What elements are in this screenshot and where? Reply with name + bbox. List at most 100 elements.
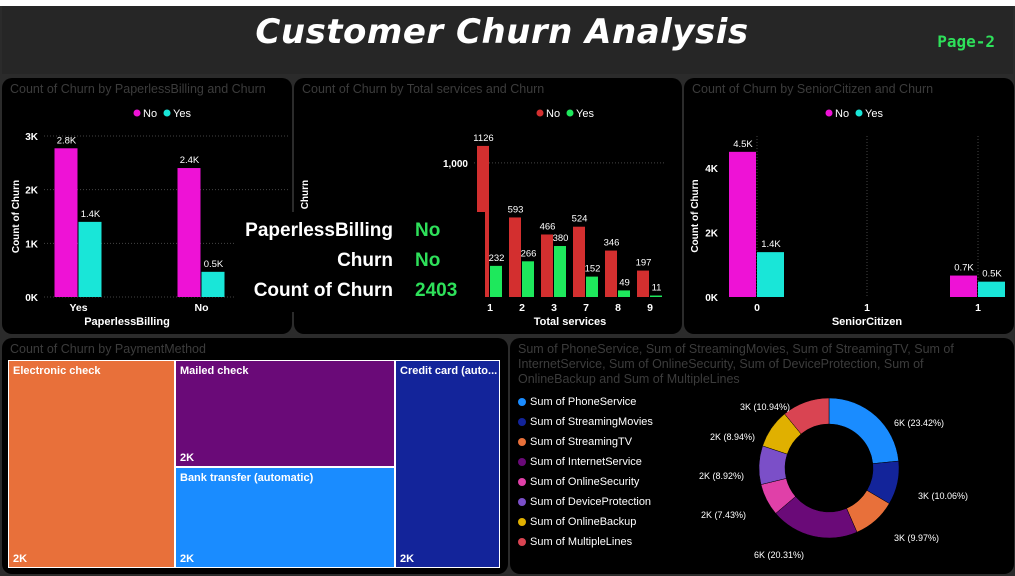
header-bar: Customer Churn Analysis Page-2	[2, 6, 1013, 74]
donut-legend-item[interactable]: Sum of OnlineSecurity	[518, 476, 639, 492]
data-label: 3K (9.97%)	[894, 533, 939, 543]
data-label: 6K (23.42%)	[894, 418, 944, 428]
treemap-cell-value: 2K	[13, 553, 28, 565]
legend-label: Sum of InternetService	[530, 456, 642, 468]
treemap-cell-value: 2K	[180, 553, 195, 565]
data-label: 593	[508, 204, 524, 215]
bar	[541, 234, 553, 297]
data-label: 1126	[473, 133, 493, 144]
y-tick-label: 2K	[705, 229, 719, 240]
page-label: Page-2	[937, 32, 995, 51]
donut-legend-item[interactable]: Sum of MultipleLines	[518, 536, 632, 552]
donut-legend-item[interactable]: Sum of StreamingTV	[518, 436, 632, 452]
tooltip-key: Churn	[337, 250, 393, 271]
legend-dot	[518, 538, 526, 547]
donut-panel[interactable]: Sum of PhoneService, Sum of StreamingMov…	[510, 338, 1014, 574]
bar	[650, 295, 662, 297]
tooltip-row-churn: Churn No	[235, 250, 485, 280]
legend-label: Sum of StreamingMovies	[530, 416, 653, 428]
data-label: 152	[585, 264, 601, 275]
bar	[54, 148, 78, 297]
legend-dot	[566, 109, 574, 117]
tooltip-row-paperless: PaperlessBilling No	[235, 220, 485, 250]
treemap-cell-label: Bank transfer (automatic)	[180, 472, 314, 484]
chart-title: Count of Churn by Total services and Chu…	[302, 82, 545, 96]
chart-title: Count of Churn by SeniorCitizen and Chur…	[692, 82, 934, 96]
y-tick-label: 1K	[25, 239, 39, 250]
treemap-cell-electronic-check[interactable]: Electronic check 2K	[8, 360, 175, 568]
treemap-cell-credit-card[interactable]: Credit card (auto... 2K	[395, 360, 500, 568]
chart-title: Count of Churn by PaperlessBilling and C…	[10, 82, 266, 96]
donut-legend-item[interactable]: Sum of DeviceProtection	[518, 496, 651, 512]
y-axis-label: Count of Churn	[11, 180, 22, 253]
treemap-panel[interactable]: Count of Churn by PaymentMethod Electron…	[2, 338, 508, 574]
legend-dot	[536, 109, 544, 117]
x-tick-label: 9	[647, 302, 653, 314]
legend-dot	[518, 398, 526, 407]
data-label: 232	[489, 253, 505, 264]
tooltip-value: 2403	[415, 280, 458, 301]
legend-label: Yes	[865, 108, 883, 120]
legend-label: No	[546, 108, 560, 120]
data-label: 266	[521, 248, 537, 259]
legend-dot	[518, 438, 526, 447]
legend-label: Sum of OnlineBackup	[530, 516, 637, 528]
y-tick-label: 0K	[705, 293, 719, 304]
legend-dot	[518, 418, 526, 427]
treemap-cell-value: 2K	[180, 452, 195, 464]
tooltip-key: PaperlessBilling	[245, 220, 393, 241]
data-label: 4.5K	[733, 139, 753, 150]
page-title: Customer Churn Analysis	[255, 12, 749, 52]
donut-slice	[784, 397, 830, 435]
data-label: 466	[540, 221, 556, 232]
tooltip-row-count: Count of Churn 2403	[235, 280, 485, 310]
tooltip-key: Count of Churn	[253, 280, 393, 301]
data-label: 1.4K	[761, 239, 781, 250]
data-label: 11	[652, 283, 662, 294]
treemap-cell-value: 2K	[400, 553, 415, 565]
x-tick-label: 0	[754, 302, 760, 314]
data-label: 2.4K	[180, 155, 200, 166]
data-label: 49	[619, 277, 630, 288]
legend-dot	[133, 109, 141, 117]
treemap-cell-bank-transfer[interactable]: Bank transfer (automatic) 2K	[175, 467, 395, 568]
legend-dot	[518, 498, 526, 507]
treemap-title: Count of Churn by PaymentMethod	[10, 342, 206, 356]
bar-chart-senior-citizen: No Yes 0K 2K 4K Count of Churn 4.5K 1.4K 0.7K 0.5…	[690, 108, 1005, 328]
legend-label: Yes	[173, 108, 191, 120]
bar	[586, 276, 598, 297]
x-tick-label: 1	[975, 302, 981, 314]
donut-legend-item[interactable]: Sum of StreamingMovies	[518, 416, 653, 432]
legend-label: Yes	[576, 108, 594, 120]
chart-panel-senior-citizen[interactable]: Count of Churn by SeniorCitizen and Chur…	[684, 78, 1014, 334]
data-label: 197	[636, 258, 652, 269]
x-tick-label: 2	[519, 302, 525, 314]
treemap-cell-label: Mailed check	[180, 365, 249, 377]
y-axis-label: Count of Churn	[690, 179, 701, 252]
data-label: 0.7K	[954, 263, 974, 274]
bar	[605, 250, 617, 297]
donut-legend-item[interactable]: Sum of PhoneService	[518, 396, 636, 412]
legend-dot	[518, 458, 526, 467]
bar	[757, 252, 784, 297]
legend-dot	[825, 109, 833, 117]
treemap-cell-mailed-check[interactable]: Mailed check 2K	[175, 360, 395, 467]
legend-label: Sum of PhoneService	[530, 396, 637, 408]
legend-label: Sum of OnlineSecurity	[530, 476, 640, 488]
y-tick-label: 3K	[25, 132, 39, 143]
donut-legend-item[interactable]: Sum of OnlineBackup	[518, 516, 636, 532]
tooltip-value: No	[415, 250, 441, 271]
bar	[177, 168, 201, 297]
data-label: 0.5K	[204, 259, 224, 270]
bar	[573, 226, 585, 297]
donut-legend-item[interactable]: Sum of InternetService	[518, 456, 642, 472]
treemap-cell-label: Electronic check	[13, 365, 101, 377]
top-strip	[0, 0, 1015, 6]
bar	[729, 151, 756, 297]
treemap-cell-label: Credit card (auto...	[400, 365, 498, 377]
data-label: 0.5K	[982, 269, 1002, 280]
bar	[618, 290, 630, 297]
donut-title: Sum of PhoneService, Sum of StreamingMov…	[518, 342, 954, 386]
x-axis-label: Total services	[534, 316, 607, 328]
data-label: 2K (8.94%)	[710, 432, 755, 442]
